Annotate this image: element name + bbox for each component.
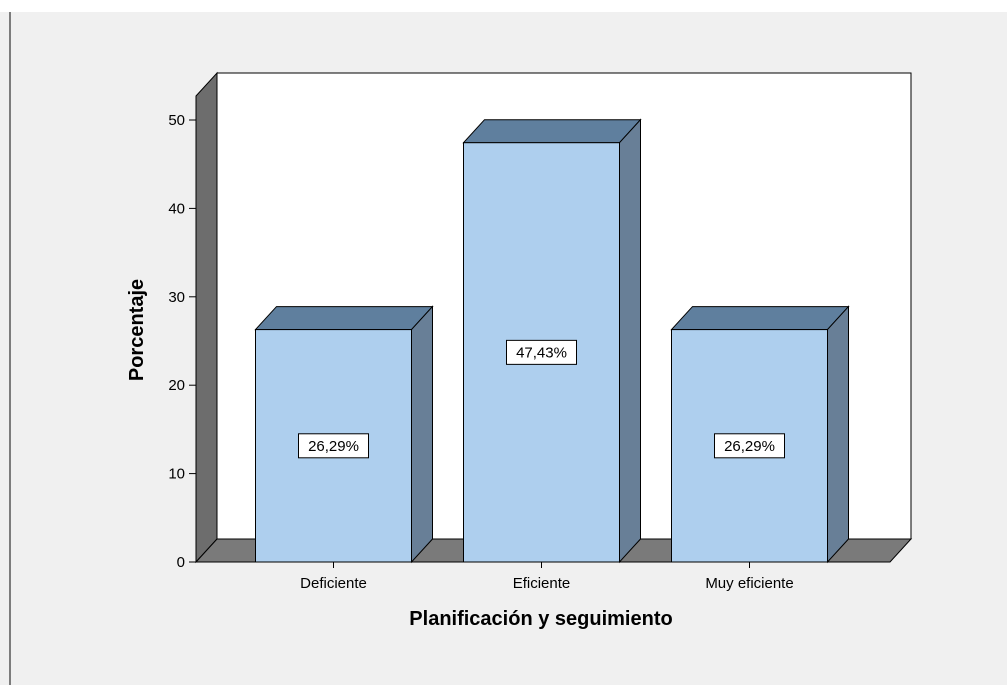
bar-series: 26,29% 47,43% 26,29% [254, 118, 850, 564]
bar-side-face [827, 305, 849, 564]
bar-1: 26,29% [254, 305, 434, 564]
y-tick-label: 50 [168, 112, 185, 129]
y-tick-label: 20 [168, 377, 185, 394]
data-label-box [298, 433, 369, 459]
x-tick-label: Deficiente [300, 575, 367, 592]
bar-3: 26,29% [670, 305, 850, 564]
page-margin-top [0, 0, 1007, 12]
y-tick-label: 30 [168, 289, 185, 306]
bar-side-face [411, 305, 433, 564]
y-tick-label: 40 [168, 200, 185, 217]
bar-top-face [462, 119, 642, 144]
bar-top-face [254, 306, 434, 331]
side-wall [195, 71, 218, 564]
x-tick-label: Eficiente [513, 575, 571, 592]
data-label-box [506, 339, 577, 365]
x-tick-label: Muy eficiente [705, 575, 793, 592]
bar-top-face [670, 306, 850, 331]
data-label: 26,29% [308, 438, 359, 455]
x-axis: Deficiente Eficiente Muy eficiente [300, 562, 794, 592]
y-tick-label: 10 [168, 466, 185, 483]
x-axis-title: Planificación y seguimiento [409, 608, 672, 630]
data-label-box [714, 433, 785, 459]
y-axis-title: Porcentaje [126, 279, 148, 381]
data-label: 26,29% [724, 438, 775, 455]
bar-side-face [619, 118, 641, 564]
data-label: 47,43% [516, 344, 567, 361]
y-axis: 0 10 20 30 40 50 [168, 96, 197, 571]
y-tick-label: 0 [177, 554, 185, 571]
bar-2: 47,43% [462, 118, 642, 564]
